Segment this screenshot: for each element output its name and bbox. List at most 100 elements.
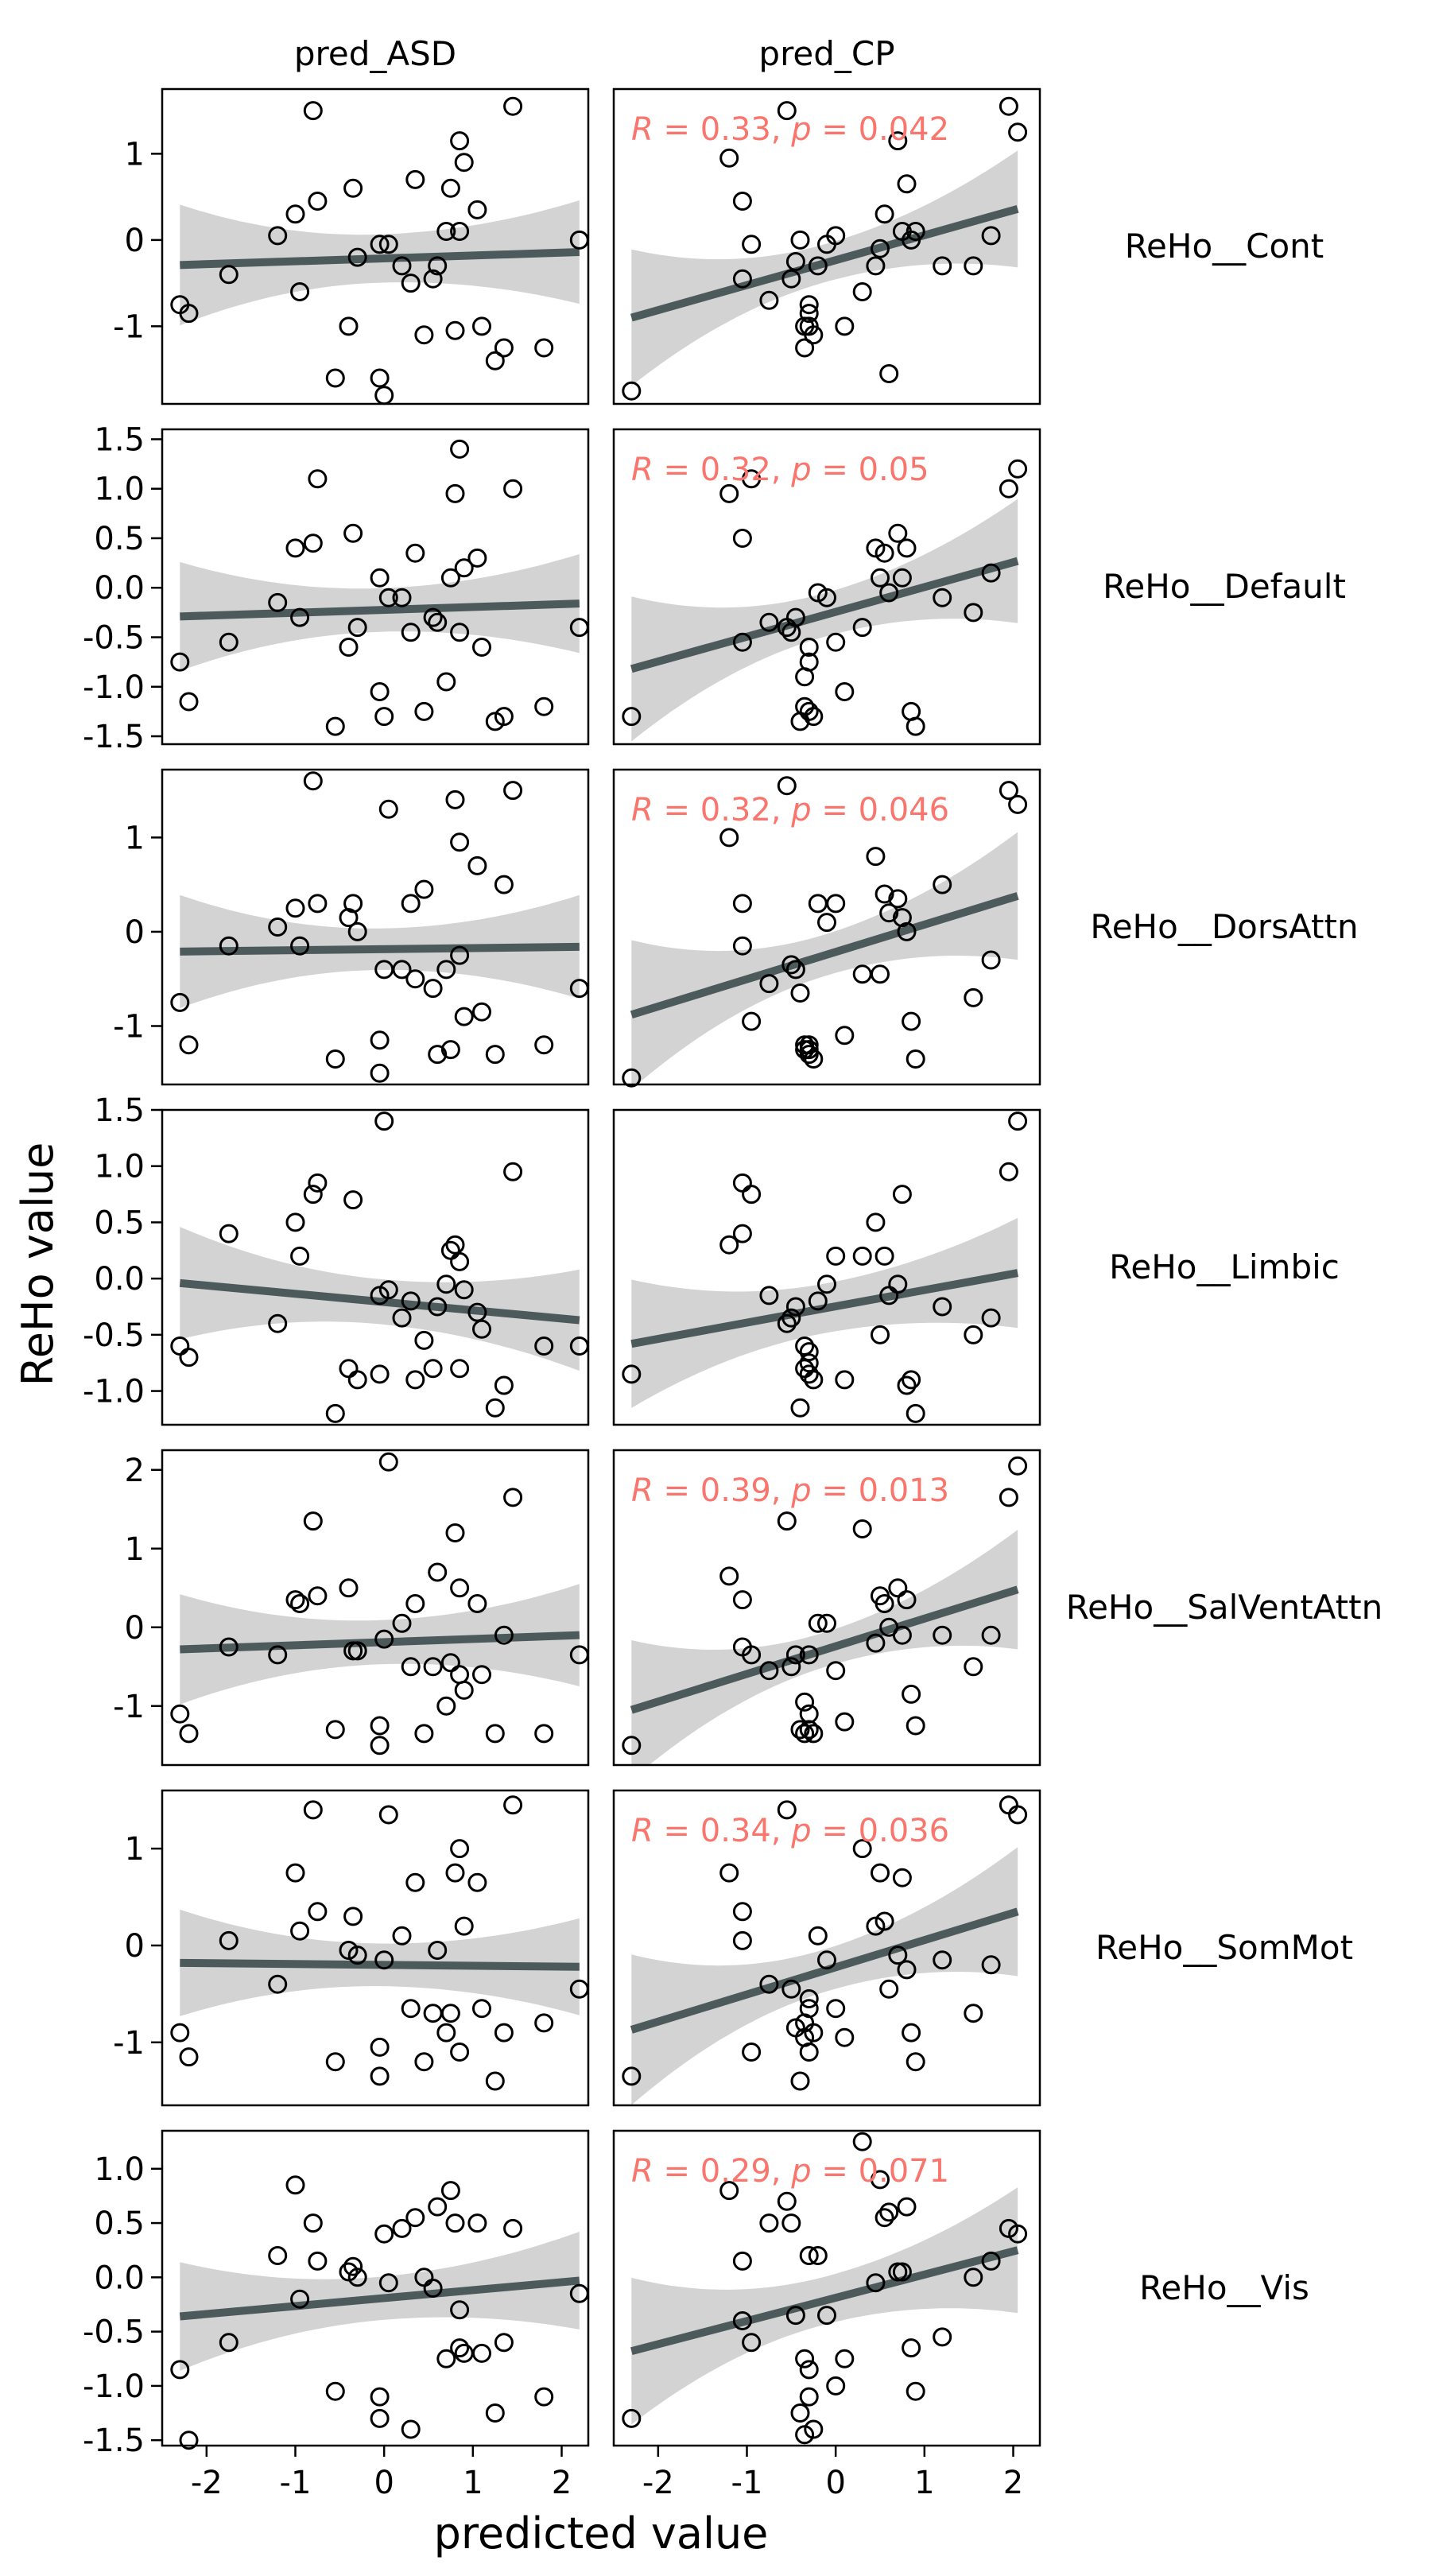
data-point — [347, 618, 367, 638]
data-point — [378, 1280, 398, 1300]
data-point — [897, 538, 917, 558]
data-point — [179, 2431, 199, 2450]
data-point — [742, 2043, 762, 2062]
panel-frame — [161, 768, 590, 1086]
data-point — [732, 2251, 752, 2271]
y-tick-label: 1 — [125, 136, 145, 173]
data-point — [374, 1111, 394, 1131]
data-point — [423, 607, 443, 627]
data-point — [303, 533, 323, 553]
data-point — [472, 2343, 491, 2363]
data-point — [777, 1511, 797, 1531]
data-point — [303, 1185, 323, 1205]
data-point — [981, 2251, 1001, 2271]
data-point — [785, 960, 805, 980]
data-point — [622, 1364, 642, 1384]
data-point — [906, 1403, 925, 1423]
regression-line — [630, 1907, 1019, 2034]
data-point — [871, 2170, 890, 2190]
data-point — [370, 1364, 390, 1384]
data-point — [888, 889, 908, 909]
data-point — [472, 1999, 491, 2019]
data-point — [485, 1045, 505, 1065]
data-point — [742, 1185, 762, 1205]
data-point — [795, 1692, 815, 1712]
data-point — [308, 1902, 328, 1922]
y-tick-label: -1.0 — [83, 2368, 145, 2405]
data-point — [799, 1353, 819, 1373]
data-point — [933, 256, 952, 276]
data-point — [290, 2289, 310, 2309]
row-label: ReHo__Default — [1103, 567, 1346, 606]
data-point — [871, 964, 890, 984]
data-point — [450, 1251, 470, 1271]
data-point — [897, 921, 917, 941]
data-point — [423, 2004, 443, 2023]
data-point — [808, 1291, 828, 1311]
data-point — [339, 1578, 359, 1598]
data-point — [347, 1641, 367, 1661]
data-point — [777, 1800, 797, 1820]
data-point — [503, 1488, 523, 1507]
data-point — [732, 936, 752, 956]
data-point — [454, 1916, 474, 1936]
data-point — [268, 918, 288, 937]
data-point — [732, 1224, 752, 1243]
data-point — [450, 439, 470, 459]
confidence-band — [631, 499, 1018, 742]
x-tick-label: 1 — [914, 2465, 934, 2501]
data-point — [392, 1926, 412, 1946]
data-point — [485, 1724, 505, 1744]
data-point — [871, 568, 890, 588]
data-point — [405, 2208, 425, 2228]
data-point — [799, 2387, 819, 2407]
data-point — [440, 1040, 460, 1060]
data-point — [622, 1736, 642, 1755]
data-point — [799, 1045, 819, 1065]
data-point — [732, 192, 752, 211]
panel-asd-4: -1 0 1 2 — [113, 1449, 590, 1767]
row-label: ReHo__Cont — [1125, 227, 1324, 266]
data-point — [374, 1629, 394, 1649]
x-tick-label: -2 — [191, 2465, 223, 2501]
data-point — [370, 568, 390, 588]
data-point — [795, 338, 815, 358]
data-point — [445, 1863, 465, 1883]
data-point — [897, 1590, 917, 1610]
data-point — [170, 2360, 190, 2380]
data-point — [428, 2197, 448, 2217]
x-tick-label: 1 — [463, 2465, 483, 2501]
data-point — [879, 364, 899, 383]
regression-line — [630, 557, 1019, 673]
data-point — [817, 913, 836, 933]
data-point — [826, 1246, 846, 1266]
panel-frame — [612, 2129, 1041, 2447]
data-point — [374, 2224, 394, 2244]
y-tick-label: 0.5 — [94, 2206, 145, 2242]
data-point — [852, 282, 872, 301]
correlation-annotation: R = 0.29, p = 0.071 — [631, 2153, 949, 2190]
data-point — [405, 1872, 425, 1892]
data-point — [534, 1336, 554, 1356]
data-point — [436, 672, 456, 692]
data-point — [440, 2004, 460, 2023]
data-point — [719, 148, 739, 168]
data-point — [933, 1625, 952, 1645]
data-point — [874, 1911, 894, 1931]
data-point — [308, 1173, 328, 1193]
data-point — [808, 1613, 828, 1633]
confidence-band — [631, 1217, 1018, 1408]
data-point — [339, 1359, 359, 1379]
data-point — [374, 1950, 394, 1970]
regression-line — [630, 1269, 1018, 1348]
data-point — [467, 855, 487, 875]
data-point — [817, 588, 836, 607]
y-tick-label: -1.0 — [83, 669, 145, 706]
data-point — [454, 2343, 474, 2363]
data-point — [871, 1863, 890, 1883]
y-tick-label: 1 — [125, 820, 145, 856]
regression-line — [630, 204, 1019, 322]
data-point — [378, 799, 398, 819]
data-point — [1008, 1111, 1028, 1131]
data-point — [719, 828, 739, 848]
